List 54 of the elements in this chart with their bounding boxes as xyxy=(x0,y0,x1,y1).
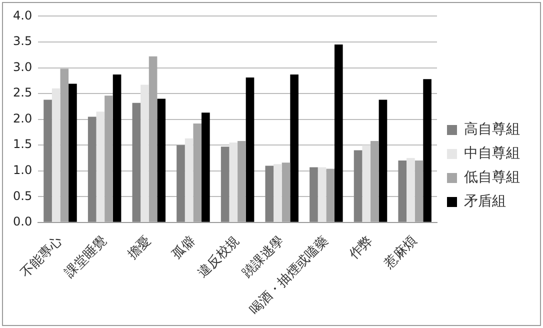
bar xyxy=(202,112,210,222)
y-tick-label: 2.5 xyxy=(12,86,32,100)
bar xyxy=(104,96,113,222)
bar xyxy=(246,78,254,222)
bar xyxy=(60,68,69,222)
y-tick-label: 1.0 xyxy=(12,163,32,177)
legend-label: 中自尊組 xyxy=(464,146,520,162)
bar xyxy=(220,146,230,222)
y-tick-label: 3.5 xyxy=(12,34,32,48)
y-tick-label: 1.5 xyxy=(12,137,32,152)
bar xyxy=(318,167,326,222)
x-tick-label: 作弊 xyxy=(346,234,376,264)
bar xyxy=(44,100,52,222)
x-tick-label: 孤僻 xyxy=(169,234,198,263)
bar xyxy=(378,100,388,222)
bar xyxy=(265,166,274,222)
bar xyxy=(274,164,282,222)
bar xyxy=(157,98,166,222)
bar xyxy=(140,84,149,222)
y-tick-label: 0.5 xyxy=(12,188,32,203)
bar xyxy=(148,56,158,222)
bar xyxy=(354,150,362,222)
bar xyxy=(112,74,122,222)
legend-label: 低自尊組 xyxy=(464,170,520,186)
bar xyxy=(423,79,432,222)
bar xyxy=(334,44,343,222)
bar xyxy=(290,74,298,222)
bar xyxy=(96,112,105,222)
bar xyxy=(238,140,246,222)
bar xyxy=(88,116,96,222)
x-tick-label: 課堂睡覺 xyxy=(62,234,110,281)
y-tick-label: 2.0 xyxy=(12,111,32,126)
bar xyxy=(414,160,424,222)
y-tick-label: 3.0 xyxy=(12,60,32,74)
bar xyxy=(176,145,185,222)
bar xyxy=(370,140,379,222)
bar xyxy=(326,168,334,222)
bar xyxy=(193,123,202,222)
bar xyxy=(282,162,290,222)
x-tick-label: 擔憂 xyxy=(125,234,154,263)
bar xyxy=(229,142,238,222)
x-tick-label: 惹麻煩 xyxy=(381,234,420,272)
legend-label: 矛盾組 xyxy=(464,194,506,210)
bar xyxy=(68,84,77,222)
bar xyxy=(184,138,194,222)
y-tick-label: 4.0 xyxy=(12,8,32,22)
bar xyxy=(132,102,141,222)
legend-label: 高自尊組 xyxy=(464,122,520,138)
bar xyxy=(310,167,318,222)
bar xyxy=(406,158,415,222)
bar xyxy=(52,88,60,222)
bar xyxy=(362,145,371,222)
y-tick-label: 0.0 xyxy=(12,214,32,229)
bar xyxy=(398,160,407,222)
